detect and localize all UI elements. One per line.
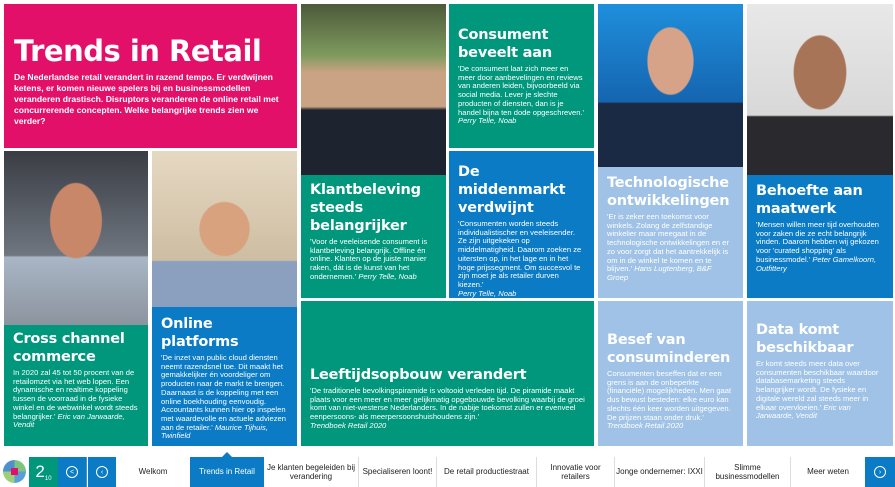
tile-middenmarkt: De middenmarkt verdwijnt 'Consumenten wo…	[449, 151, 594, 298]
tile-technologie: Technologische ontwikkelingen 'Er is zek…	[598, 167, 743, 298]
tile-source: Eric van Jarwaarde, Vendit	[13, 411, 125, 430]
tile-quote: 'De consument laat zich meer en meer doo…	[458, 64, 585, 117]
tile-online: Online platforms 'De inzet van public cl…	[152, 307, 297, 446]
tab-welkom[interactable]: Welkom	[116, 457, 190, 487]
page-counter: 2 10	[29, 457, 58, 487]
chevron-left-icon: ‹	[96, 466, 108, 478]
tile-quote: 'De traditionele bevolkingspiramide is v…	[310, 386, 585, 422]
previous-button[interactable]: ‹	[88, 457, 116, 487]
tab-label: Welkom	[138, 467, 168, 477]
page-number: 2	[35, 462, 45, 481]
tab-trends-in-retail[interactable]: Trends in Retail	[190, 452, 264, 487]
tile-quote: 'Consumenten worden steeds individualist…	[458, 219, 582, 289]
tab-jonge-ondernemer[interactable]: Jonge ondernemer: IXXI	[615, 457, 705, 487]
portrait-photo-cross-channel	[4, 151, 148, 325]
share-icon: <	[66, 466, 78, 478]
tile-quote: 'Mensen willen meer tijd overhouden voor…	[756, 220, 880, 264]
tile-klantbeleving: Klantbeleving steeds belangrijker 'Voor …	[301, 175, 446, 298]
bottom-navigation: 2 10 < ‹ Welkom Trends in Retail Je klant…	[0, 452, 895, 487]
tab-label: Specialiseren loont!	[362, 467, 433, 477]
tile-title: Data komt beschikbaar	[756, 322, 854, 356]
tile-quote: 'Er is zeker een toekomst voor winkels. …	[607, 212, 730, 274]
tab-slimme-businessmodellen[interactable]: Slimme businessmodellen	[705, 457, 791, 487]
tile-source: Eric van Jarwaarde, Vendit	[756, 402, 851, 421]
intro-tile: Trends in Retail De Nederlandse retail v…	[4, 4, 297, 148]
tile-title: Online platforms	[161, 316, 239, 350]
tab-innovatie[interactable]: Innovatie voor retailers	[537, 457, 615, 487]
page-total: 10	[44, 476, 52, 482]
portrait-photo-bald	[747, 4, 893, 175]
tile-quote: In 2020 zal 45 tot 50 procent van de ret…	[13, 368, 138, 421]
tab-label: Jonge ondernemer: IXXI	[616, 467, 703, 477]
tile-source: Hans Lugtenberg, B&F Groep	[607, 264, 712, 282]
tile-quote: 'Voor de veeleisende consument is klantb…	[310, 237, 428, 281]
share-button[interactable]: <	[58, 457, 87, 487]
tile-title: Cross channel commerce	[13, 331, 125, 365]
portrait-photo-online	[152, 151, 297, 307]
tile-data: Data komt beschikbaar Er komt steeds mee…	[747, 301, 893, 446]
tile-quote: Consumenten beseffen dat er een grens is…	[607, 369, 732, 422]
tile-source: Peter Gamelkoorn, Outfittery	[756, 254, 877, 273]
tab-label: Innovatie voor retailers	[550, 462, 601, 482]
tile-title: Behoefte aan maatwerk	[756, 183, 863, 217]
tile-source: Trendboek Retail 2020	[607, 421, 684, 431]
portrait-photo-glasses	[301, 4, 446, 175]
tile-source: Maurice Tijhuis, Twinfield	[161, 422, 268, 441]
tile-source: Perry Telle, Noab	[458, 116, 517, 126]
tab-label: Meer weten	[807, 467, 849, 477]
tile-leeftijd: Leeftijdsopbouw verandert 'De traditione…	[301, 301, 594, 446]
logo-icon[interactable]	[3, 460, 26, 483]
tile-quote: 'De inzet van public cloud diensten neem…	[161, 353, 286, 432]
tab-klanten-begeleiden[interactable]: Je klanten begeleiden bij verandering	[264, 457, 359, 487]
tile-title: Besef van consuminderen	[607, 332, 731, 366]
tile-crosschannel: Cross channel commerce In 2020 zal 45 to…	[4, 325, 148, 446]
tile-source: Perry Telle, Noab	[458, 288, 517, 298]
tab-label: Trends in Retail	[199, 467, 255, 477]
tab-label: De retail productiestraat	[444, 467, 529, 477]
tab-meer-weten[interactable]: Meer weten	[791, 457, 865, 487]
tile-title: De middenmarkt verdwijnt	[458, 164, 566, 216]
tile-title: Technologische ontwikkelingen	[607, 175, 730, 209]
tile-maatwerk: Behoefte aan maatwerk 'Mensen willen mee…	[747, 175, 893, 298]
tile-source: Perry Telle, Noab	[358, 271, 417, 281]
tile-title: Consument beveelt aan	[458, 27, 552, 61]
tile-source: Trendboek Retail 2020	[310, 420, 387, 430]
tile-consument: Consument beveelt aan 'De consument laat…	[449, 4, 594, 148]
tile-quote: Er komt steeds meer data over consumente…	[756, 359, 879, 412]
tile-title: Klantbeleving steeds belangrijker	[310, 182, 421, 234]
next-button[interactable]: ›	[865, 457, 895, 487]
tab-specialiseren[interactable]: Specialiseren loont!	[359, 457, 437, 487]
tile-besef: Besef van consuminderen Consumenten bese…	[598, 301, 743, 446]
tile-title: Leeftijdsopbouw verandert	[310, 367, 527, 383]
tab-label: Je klanten begeleiden bij verandering	[266, 462, 356, 482]
portrait-photo-blue-shirt	[598, 4, 743, 167]
chevron-right-icon: ›	[874, 466, 886, 478]
tab-label: Slimme businessmodellen	[715, 462, 780, 482]
page-title: Trends in Retail	[14, 34, 262, 68]
active-tab-indicator	[222, 452, 232, 457]
intro-text: De Nederlandse retail verandert in razen…	[14, 72, 279, 126]
tab-productiestraat[interactable]: De retail productiestraat	[437, 457, 537, 487]
